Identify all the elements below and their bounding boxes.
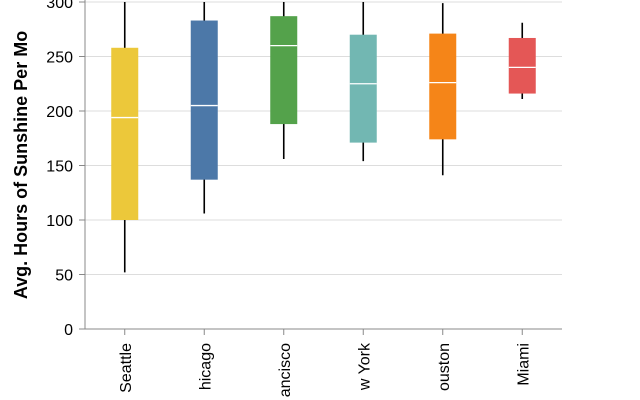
x-tick-label: Seattle — [118, 343, 135, 393]
grid-lines — [85, 1, 562, 275]
x-tick-label: ouston — [436, 343, 453, 391]
boxes — [111, 2, 536, 273]
axes: 0 50 100 150 200 250 300 Seattle hicago ancisco w … — [46, 0, 562, 397]
y-axis-title: Avg. Hours of Sunshine Per Mo — [11, 31, 31, 299]
y-tick-label: 200 — [46, 104, 73, 121]
box — [508, 37, 536, 94]
y-tick-label: 100 — [46, 213, 73, 230]
x-tick-label: w York — [356, 342, 373, 391]
y-tick-label: 0 — [64, 322, 73, 339]
box — [349, 34, 377, 143]
y-tick-label: 50 — [55, 268, 73, 285]
y-tick-label: 250 — [46, 50, 73, 67]
y-tick-label: 300 — [46, 0, 73, 12]
box — [270, 16, 298, 125]
box — [111, 47, 139, 220]
box — [429, 33, 457, 140]
box — [190, 20, 218, 180]
x-tick-label: ancisco — [277, 343, 294, 397]
x-tick-label: hicago — [197, 343, 214, 390]
x-tick-label: Miami — [515, 343, 532, 386]
y-tick-label: 150 — [46, 159, 73, 176]
